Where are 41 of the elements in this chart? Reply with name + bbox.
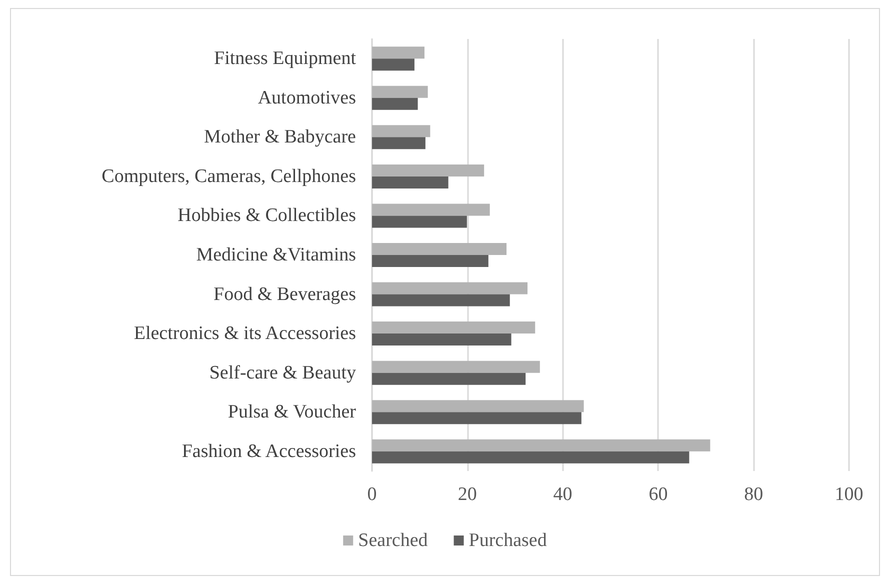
y-tick-label: Pulsa & Voucher bbox=[228, 402, 357, 423]
bar bbox=[372, 360, 540, 373]
y-tick-label: Food & Beverages bbox=[214, 284, 356, 305]
y-tick-label: Fitness Equipment bbox=[214, 48, 357, 70]
legend-label: Purchased bbox=[468, 530, 548, 551]
bar bbox=[372, 412, 582, 424]
bar bbox=[372, 372, 526, 385]
bar bbox=[372, 322, 536, 334]
bar bbox=[372, 125, 430, 138]
bar bbox=[372, 334, 512, 346]
bar bbox=[372, 176, 448, 188]
y-tick-label: Fashion & Accessories bbox=[182, 440, 356, 462]
y-tick-label: Computers, Cameras, Cellphones bbox=[102, 166, 356, 187]
y-tick-label: Medicine &Vitamins bbox=[196, 244, 356, 266]
bar bbox=[372, 46, 424, 59]
x-tick-label: 80 bbox=[744, 484, 764, 505]
x-tick-label: 60 bbox=[648, 484, 668, 505]
legend-label: Searched bbox=[358, 530, 428, 551]
bar bbox=[372, 58, 414, 71]
bar bbox=[372, 255, 488, 267]
y-tick-label: Electronics & its Accessories bbox=[134, 323, 356, 344]
bar bbox=[372, 98, 418, 110]
x-tick-label: 40 bbox=[553, 484, 572, 505]
bar bbox=[372, 204, 490, 216]
x-tick-label: 100 bbox=[834, 484, 864, 505]
bar bbox=[372, 451, 690, 464]
bar bbox=[372, 400, 584, 412]
x-tick-label: 20 bbox=[458, 484, 477, 505]
bar bbox=[372, 86, 428, 98]
bar bbox=[372, 439, 710, 452]
y-tick-label: Hobbies & Collectibles bbox=[178, 205, 356, 226]
bar bbox=[372, 294, 510, 306]
bar bbox=[372, 164, 484, 176]
bar bbox=[372, 282, 528, 294]
bar bbox=[372, 216, 467, 228]
x-tick-label: 0 bbox=[367, 484, 377, 505]
y-tick-label: Self-care & Beauty bbox=[209, 362, 356, 384]
bar bbox=[372, 137, 426, 150]
y-tick-label: Mother & Babycare bbox=[204, 126, 356, 148]
y-tick-label: Automotives bbox=[258, 87, 356, 108]
bar bbox=[372, 243, 507, 255]
